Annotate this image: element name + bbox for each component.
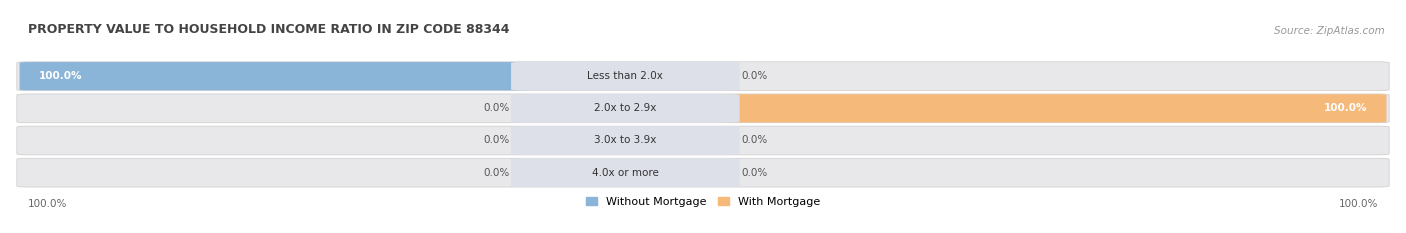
Text: 0.0%: 0.0%	[741, 136, 768, 145]
FancyBboxPatch shape	[510, 126, 740, 155]
Text: 0.0%: 0.0%	[741, 71, 768, 81]
FancyBboxPatch shape	[510, 94, 740, 123]
Text: Less than 2.0x: Less than 2.0x	[588, 71, 664, 81]
FancyBboxPatch shape	[17, 126, 1389, 155]
Text: 2.0x to 2.9x: 2.0x to 2.9x	[595, 103, 657, 113]
Text: 0.0%: 0.0%	[484, 168, 510, 178]
FancyBboxPatch shape	[721, 94, 1386, 123]
FancyBboxPatch shape	[510, 62, 740, 90]
Text: 100.0%: 100.0%	[39, 71, 83, 81]
FancyBboxPatch shape	[17, 158, 1389, 187]
Text: 0.0%: 0.0%	[741, 168, 768, 178]
FancyBboxPatch shape	[20, 62, 529, 90]
Text: 4.0x or more: 4.0x or more	[592, 168, 659, 178]
Text: PROPERTY VALUE TO HOUSEHOLD INCOME RATIO IN ZIP CODE 88344: PROPERTY VALUE TO HOUSEHOLD INCOME RATIO…	[28, 23, 509, 36]
Legend: Without Mortgage, With Mortgage: Without Mortgage, With Mortgage	[586, 197, 820, 207]
Text: 100.0%: 100.0%	[1323, 103, 1367, 113]
Text: 0.0%: 0.0%	[484, 136, 510, 145]
FancyBboxPatch shape	[17, 62, 1389, 91]
Text: 100.0%: 100.0%	[1339, 199, 1378, 209]
Text: 0.0%: 0.0%	[484, 103, 510, 113]
Text: Source: ZipAtlas.com: Source: ZipAtlas.com	[1274, 26, 1385, 36]
FancyBboxPatch shape	[510, 158, 740, 187]
FancyBboxPatch shape	[17, 94, 1389, 123]
Text: 100.0%: 100.0%	[28, 199, 67, 209]
Text: 3.0x to 3.9x: 3.0x to 3.9x	[595, 136, 657, 145]
